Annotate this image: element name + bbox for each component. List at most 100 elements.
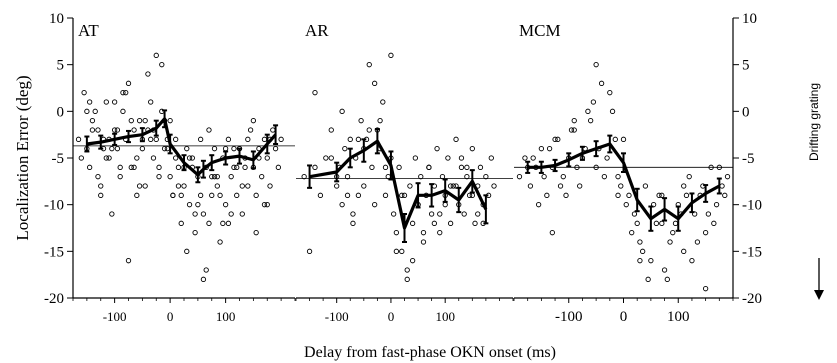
raw-point bbox=[306, 248, 313, 254]
x-tick-label: 100 bbox=[216, 309, 236, 324]
raw-point bbox=[705, 211, 712, 217]
raw-point bbox=[272, 146, 279, 152]
raw-point bbox=[588, 118, 594, 124]
raw-point bbox=[186, 202, 193, 208]
raw-point bbox=[156, 164, 162, 170]
raw-point bbox=[488, 155, 494, 161]
raw-point bbox=[560, 174, 566, 180]
raw-point bbox=[724, 174, 731, 180]
raw-point bbox=[148, 99, 154, 105]
y-tick-label: -15 bbox=[44, 244, 64, 260]
raw-point bbox=[453, 183, 459, 189]
raw-point bbox=[396, 164, 402, 170]
raw-point bbox=[590, 99, 597, 105]
raw-point bbox=[552, 136, 558, 142]
raw-point bbox=[681, 248, 687, 254]
raw-point bbox=[571, 118, 577, 124]
raw-point bbox=[672, 220, 679, 226]
raw-point bbox=[173, 136, 179, 142]
raw-point bbox=[702, 230, 709, 236]
raw-point bbox=[719, 183, 725, 189]
raw-point bbox=[380, 99, 386, 105]
raw-point bbox=[437, 230, 443, 236]
raw-point bbox=[156, 174, 162, 180]
mean-series-line bbox=[309, 139, 488, 230]
panel-at: AT -100 0 100 -20 -15 -10 -5 0 5 10 bbox=[44, 11, 296, 324]
panel-label: AR bbox=[305, 21, 329, 40]
raw-point bbox=[267, 183, 273, 189]
raw-point bbox=[328, 127, 334, 133]
raw-point bbox=[153, 136, 159, 142]
raw-point bbox=[667, 239, 673, 245]
raw-point bbox=[541, 174, 547, 180]
raw-point bbox=[170, 192, 176, 198]
raw-point bbox=[450, 183, 456, 189]
raw-point bbox=[466, 192, 473, 198]
raw-point bbox=[301, 174, 307, 180]
raw-point bbox=[131, 164, 137, 170]
raw-point bbox=[209, 174, 215, 180]
raw-point bbox=[334, 183, 340, 189]
y-tick-label: -10 bbox=[44, 198, 64, 214]
raw-point bbox=[106, 155, 112, 161]
raw-point bbox=[571, 127, 577, 133]
raw-point bbox=[111, 127, 118, 133]
raw-point bbox=[585, 108, 591, 114]
x-tick-label: 100 bbox=[435, 309, 455, 324]
raw-point bbox=[615, 174, 621, 180]
raw-point bbox=[234, 192, 240, 198]
raw-point bbox=[344, 192, 351, 198]
raw-point bbox=[393, 230, 400, 236]
y-tick-label: 0 bbox=[742, 104, 750, 120]
raw-point bbox=[142, 183, 148, 189]
raw-point bbox=[694, 239, 701, 245]
y-axis-title: Localization Error (deg) bbox=[13, 75, 32, 240]
raw-point bbox=[447, 220, 454, 226]
raw-point bbox=[134, 155, 140, 161]
raw-point bbox=[344, 174, 351, 180]
raw-point bbox=[522, 155, 528, 161]
raw-point bbox=[629, 230, 635, 236]
raw-point bbox=[89, 127, 96, 133]
raw-point bbox=[439, 174, 446, 180]
raw-point bbox=[339, 202, 345, 208]
raw-point bbox=[661, 267, 668, 273]
raw-point bbox=[404, 276, 410, 282]
raw-point bbox=[659, 192, 665, 198]
y-tick-label: -5 bbox=[742, 151, 755, 167]
raw-point bbox=[342, 146, 348, 152]
raw-point bbox=[555, 136, 561, 142]
raw-point bbox=[75, 136, 82, 142]
raw-point bbox=[89, 118, 96, 124]
raw-point bbox=[372, 80, 378, 86]
raw-point bbox=[128, 164, 134, 170]
raw-point bbox=[598, 80, 605, 86]
raw-point bbox=[618, 183, 624, 189]
raw-point bbox=[142, 118, 148, 124]
raw-point bbox=[615, 192, 621, 198]
raw-point bbox=[189, 155, 195, 161]
raw-point bbox=[601, 174, 607, 180]
raw-point bbox=[377, 118, 383, 124]
raw-point bbox=[167, 174, 173, 180]
raw-point bbox=[175, 183, 182, 189]
raw-point bbox=[200, 211, 207, 217]
raw-point bbox=[234, 164, 240, 170]
raw-point bbox=[388, 52, 394, 58]
raw-point bbox=[120, 108, 126, 114]
raw-point bbox=[214, 183, 220, 189]
raw-point bbox=[261, 202, 268, 208]
raw-point bbox=[78, 155, 84, 161]
raw-point bbox=[355, 192, 362, 198]
raw-point bbox=[634, 220, 640, 226]
raw-point bbox=[312, 90, 318, 96]
raw-point bbox=[593, 62, 599, 68]
raw-point bbox=[620, 136, 627, 142]
raw-point bbox=[355, 136, 362, 142]
raw-point bbox=[197, 192, 204, 198]
y-tick-label: -20 bbox=[44, 291, 64, 307]
raw-point bbox=[469, 192, 475, 198]
raw-point bbox=[568, 127, 575, 133]
raw-point bbox=[139, 146, 146, 152]
